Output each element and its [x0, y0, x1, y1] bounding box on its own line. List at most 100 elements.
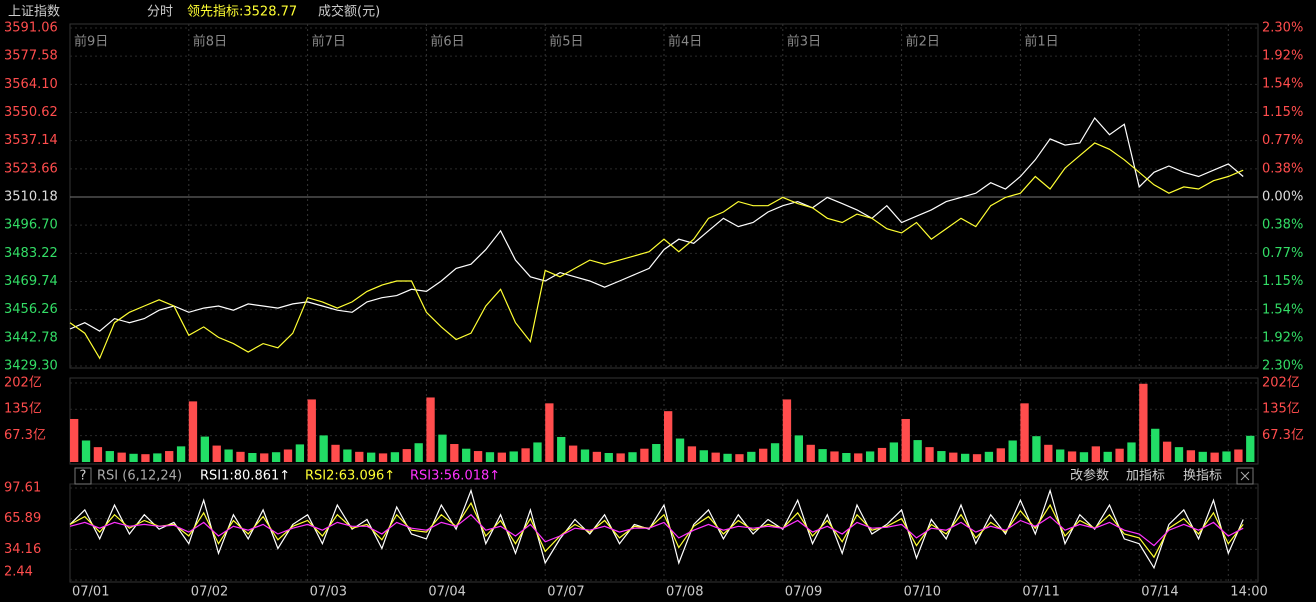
volume-bar — [1127, 442, 1136, 462]
x-tick-label: 07/02 — [191, 585, 228, 600]
y-tick-label: 202亿 — [4, 376, 42, 391]
volume-bar — [794, 435, 803, 462]
close-icon[interactable] — [1240, 471, 1250, 481]
volume-bar — [699, 450, 708, 462]
line — [69, 513, 1244, 547]
volume-bar — [545, 403, 554, 462]
volume-bar — [1008, 440, 1017, 462]
volume-bar — [1174, 447, 1184, 462]
x-tick-label: 07/01 — [72, 585, 109, 600]
y2-tick-label: 0.38% — [1262, 217, 1303, 232]
y2-tick-label: 1.54% — [1262, 76, 1303, 91]
volume-bar — [200, 436, 209, 462]
volume-bar — [188, 401, 198, 462]
rsi-title: RSI (6,12,24) — [97, 469, 182, 484]
volume-bar — [913, 440, 922, 462]
volume-bar — [117, 452, 126, 462]
day-label: 前9日 — [74, 34, 108, 50]
x-tick-label: 07/03 — [310, 585, 347, 600]
volume-bar — [1234, 449, 1243, 462]
volume-bar — [1020, 403, 1029, 462]
y2-tick-label: 0.38% — [1262, 162, 1303, 177]
volume-bar — [1067, 451, 1077, 462]
line — [69, 142, 1244, 360]
volume-bar — [580, 449, 590, 462]
volume-bar — [153, 453, 162, 462]
help-icon[interactable]: ? — [80, 469, 87, 484]
x-tick-label: 07/04 — [428, 585, 465, 600]
day-label: 前3日 — [787, 34, 821, 50]
volume-bar — [711, 452, 720, 462]
volume-bar — [889, 442, 899, 462]
volume-bar — [592, 451, 602, 462]
day-label: 前7日 — [312, 34, 346, 50]
volume-bar — [93, 447, 103, 462]
volume-bar — [782, 399, 792, 462]
line — [69, 116, 1244, 332]
y-tick-label: 3577.58 — [4, 49, 58, 64]
x-tick-label: 07/07 — [547, 585, 584, 600]
button[interactable]: 换指标 — [1183, 469, 1222, 484]
volume-bar — [949, 452, 958, 462]
x-tick-label: 07/08 — [666, 585, 703, 600]
y2-tick-label: 1.15% — [1262, 105, 1303, 120]
volume-bar — [640, 448, 649, 462]
volume-bar — [901, 418, 910, 462]
day-label: 前5日 — [549, 34, 583, 50]
volume-bar — [1103, 451, 1112, 462]
volume-bar — [1079, 452, 1089, 462]
volume-bar — [1115, 448, 1124, 462]
turnover-label: 成交额(元) — [318, 4, 380, 20]
x-tick-label: 07/11 — [1022, 585, 1059, 600]
y-tick-label: 135亿 — [1262, 402, 1300, 417]
volume-bar — [509, 451, 518, 462]
volume-bar — [319, 435, 328, 462]
close-box[interactable] — [1236, 467, 1254, 485]
close-button[interactable] — [1236, 467, 1254, 485]
y-tick-label: 3442.78 — [4, 330, 58, 345]
volume-bar — [450, 444, 459, 462]
lead-indicator: 领先指标:3528.77 — [187, 5, 297, 20]
volume-bar — [81, 440, 91, 462]
volume-bar — [961, 453, 970, 462]
volume-bar — [1151, 428, 1160, 462]
volume-bar — [1222, 451, 1231, 462]
symbol: 上证指数 — [8, 5, 60, 20]
button[interactable]: 加指标 — [1126, 469, 1165, 484]
volume-bar — [105, 451, 114, 462]
volume-bar — [865, 451, 875, 462]
volume-bar — [295, 444, 305, 462]
button[interactable]: 改参数 — [1070, 468, 1109, 484]
volume-bar — [462, 448, 471, 462]
volume-bar — [497, 452, 506, 462]
volume-bar — [141, 454, 150, 462]
y-tick-label: 65.89 — [4, 511, 41, 526]
volume-bar — [770, 443, 780, 462]
line — [69, 501, 1244, 559]
legend-entry: RSI3:56.018↑ — [410, 469, 500, 484]
day-label: 前6日 — [430, 34, 464, 50]
volume-bar — [533, 442, 542, 462]
volume-bar — [414, 443, 423, 462]
volume-bar — [236, 451, 245, 462]
volume-bar — [485, 452, 495, 462]
legend-entry: RSI2:63.096↑ — [305, 469, 395, 484]
help-box[interactable] — [74, 467, 92, 485]
volume-bar — [165, 451, 174, 462]
day-label: 前8日 — [193, 34, 227, 50]
y-tick-label: 3550.62 — [4, 105, 58, 120]
volume-bar — [664, 411, 673, 462]
y2-tick-label: 1.54% — [1262, 303, 1303, 318]
volume-bar — [830, 451, 839, 462]
volume-bar — [355, 451, 364, 462]
volume-bar — [1198, 451, 1207, 462]
volume-bar — [616, 453, 625, 462]
y-tick-label: 3510.18 — [4, 190, 58, 205]
volume-bar — [331, 444, 340, 462]
volume-bar — [759, 448, 768, 462]
y-tick-label: 67.3亿 — [4, 428, 46, 443]
volume-bar — [378, 453, 388, 462]
volume-bar — [818, 449, 827, 462]
y2-tick-label: 1.92% — [1262, 48, 1303, 63]
